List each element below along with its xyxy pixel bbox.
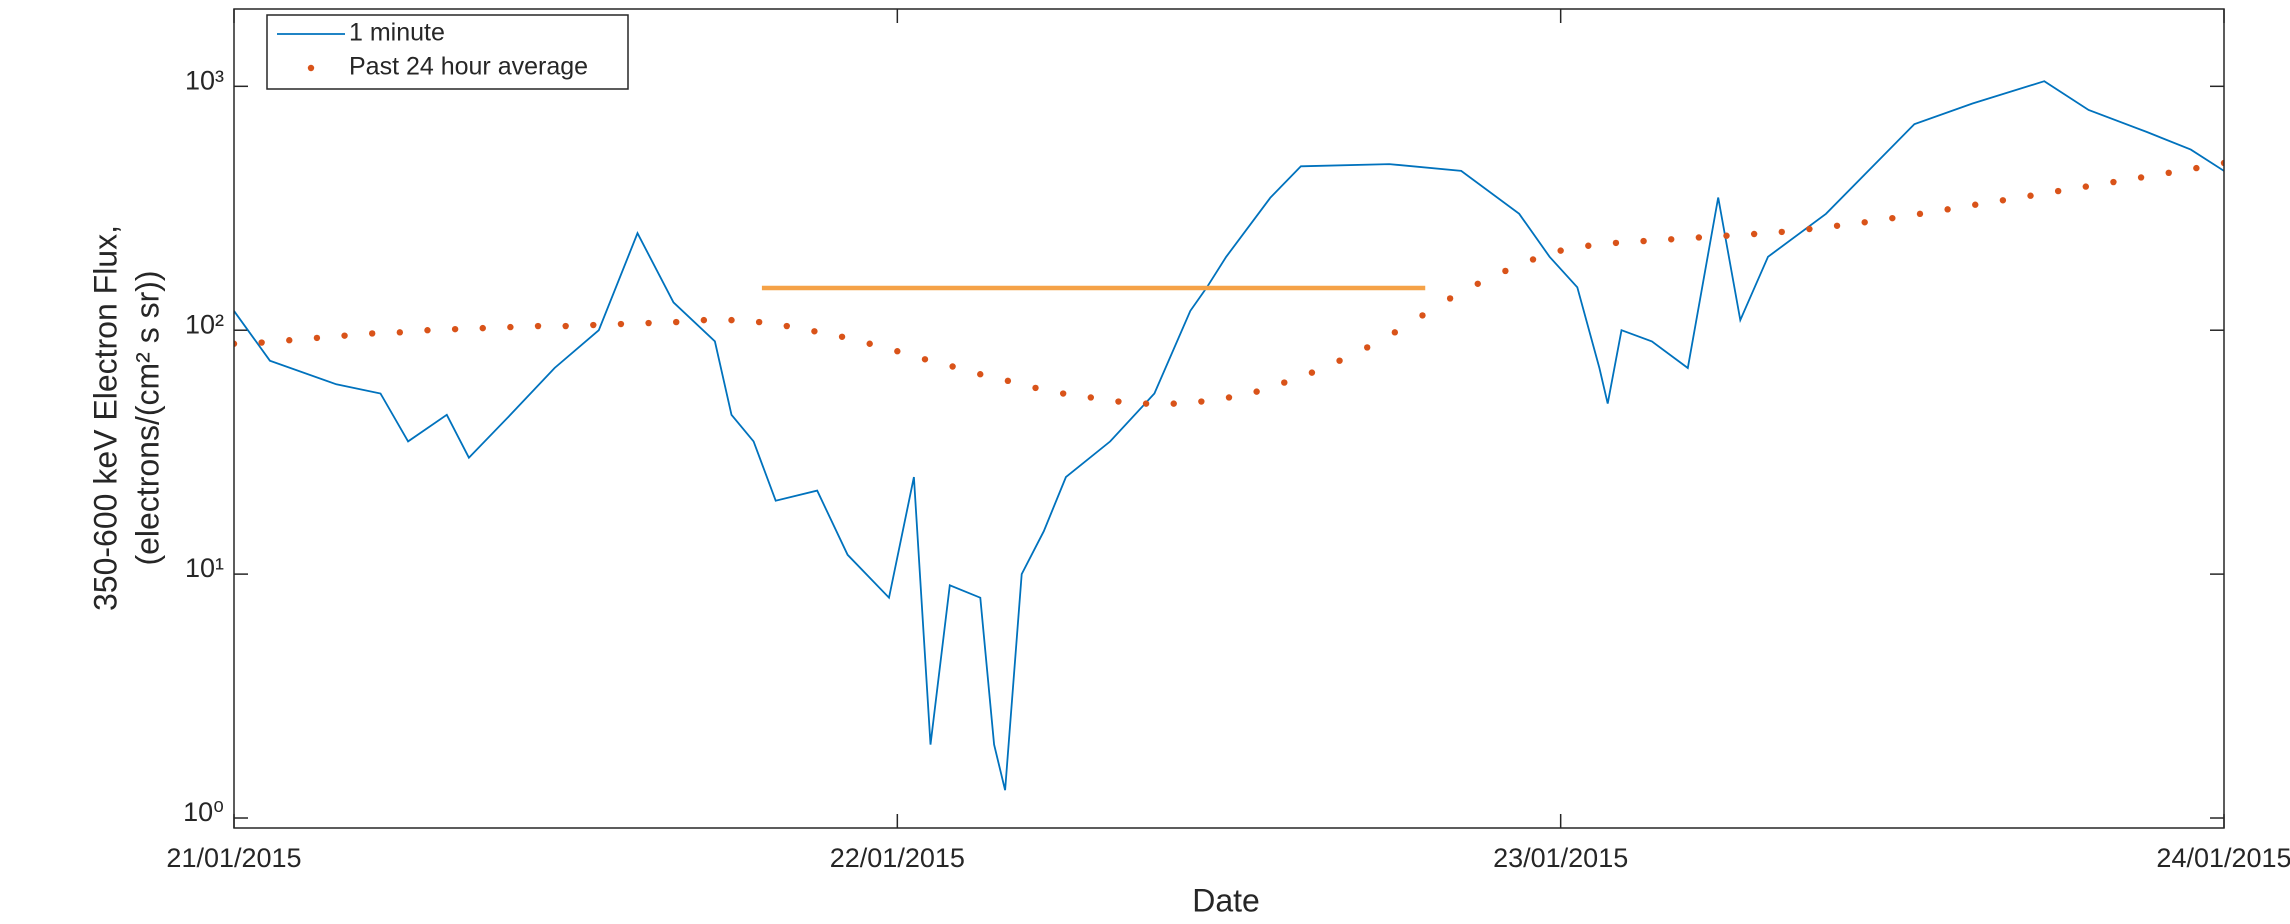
y-axis-label: 350-600 keV Electron Flux, [87, 225, 123, 611]
average-dot [1032, 384, 1039, 392]
x-tick-label: 23/01/2015 [1493, 843, 1628, 873]
average-dot [1446, 295, 1454, 302]
average-dot [1944, 206, 1951, 213]
average-dot [1281, 379, 1288, 386]
average-dot [1916, 210, 1924, 218]
average-dot [2220, 159, 2224, 167]
average-dot [1391, 329, 1399, 336]
average-dot [838, 333, 846, 340]
average-dot [534, 322, 542, 330]
average-dot [1142, 400, 1150, 407]
average-dot [258, 339, 265, 346]
average-dot [1198, 398, 1205, 405]
average-dot [313, 334, 321, 342]
average-dot [1557, 247, 1564, 254]
average-dot [1308, 369, 1316, 376]
x-tick-label: 22/01/2015 [830, 843, 965, 873]
average-dot [1695, 234, 1703, 241]
average-dot [894, 348, 901, 355]
average-dot [1889, 214, 1896, 222]
average-dot [1170, 400, 1177, 407]
average-dot [1419, 312, 1426, 319]
legend-marker [307, 64, 315, 72]
average-dot [1474, 280, 1481, 287]
average-dot [1806, 225, 1813, 233]
average-dot [811, 328, 818, 335]
average-dot [977, 371, 984, 378]
average-dot [645, 319, 652, 327]
average-dot [2137, 174, 2145, 181]
x-tick-label: 21/01/2015 [166, 843, 301, 873]
average-dot [234, 340, 238, 347]
average-dot [617, 320, 625, 328]
average-dot [479, 324, 486, 332]
average-dot [2027, 192, 2034, 199]
average-dot [1723, 232, 1730, 239]
average-dot [1529, 256, 1537, 263]
average-dot [1750, 230, 1758, 238]
average-dot [783, 322, 790, 330]
x-axis-label: Date [1192, 882, 1260, 918]
average-dot [341, 332, 348, 339]
y-tick-label: 10⁰ [183, 797, 224, 827]
average-dot [1225, 394, 1233, 401]
average-dot [728, 316, 735, 324]
average-dot [2054, 187, 2062, 195]
legend-label: 1 minute [349, 19, 445, 47]
average-dot [2082, 183, 2090, 190]
average-dot [1253, 388, 1260, 395]
average-dot [451, 325, 459, 333]
average-dot [1087, 394, 1095, 401]
average-dot [2165, 169, 2172, 177]
legend-box [266, 14, 629, 90]
average-dot [2193, 164, 2200, 172]
average-dot [396, 329, 404, 336]
average-dot [1972, 201, 1979, 208]
average-dot [424, 327, 431, 334]
average-dot [590, 321, 597, 329]
average-dot [949, 363, 956, 370]
plot-area [234, 80, 2224, 791]
average-dot [673, 318, 680, 326]
average-dot [507, 323, 514, 331]
average-dot [1585, 242, 1592, 249]
y-tick-label: 10² [185, 309, 224, 339]
average-dot [1640, 237, 1647, 245]
average-dot [1363, 344, 1371, 351]
average-dot [562, 322, 569, 330]
average-dot [368, 330, 376, 337]
y-tick-label: 10¹ [185, 553, 224, 583]
average-dot [1668, 236, 1675, 243]
average-dot [286, 337, 293, 344]
average-dot [866, 340, 873, 347]
axes-box [233, 8, 2225, 829]
average-dot [1778, 228, 1785, 236]
average-dot [1833, 222, 1841, 229]
average-dot [1004, 377, 1012, 385]
y-axis-label: (electrons/(cm² s sr)) [129, 270, 165, 565]
average-dot [700, 316, 708, 324]
average-dot [2110, 178, 2117, 186]
average-dot [921, 356, 929, 363]
average-dot [1115, 398, 1122, 405]
average-dot [1861, 219, 1868, 226]
average-dot [1502, 267, 1509, 275]
average-dot [1999, 197, 2007, 204]
flux-line [234, 80, 2224, 791]
average-dot [755, 318, 763, 326]
y-tick-label: 10³ [185, 65, 224, 95]
legend-label: Past 24 hour average [349, 53, 588, 81]
average-dot [1059, 390, 1067, 397]
x-tick-label: 24/01/2015 [2156, 843, 2290, 873]
average-dot [1336, 357, 1343, 364]
average-dot [1612, 239, 1620, 247]
